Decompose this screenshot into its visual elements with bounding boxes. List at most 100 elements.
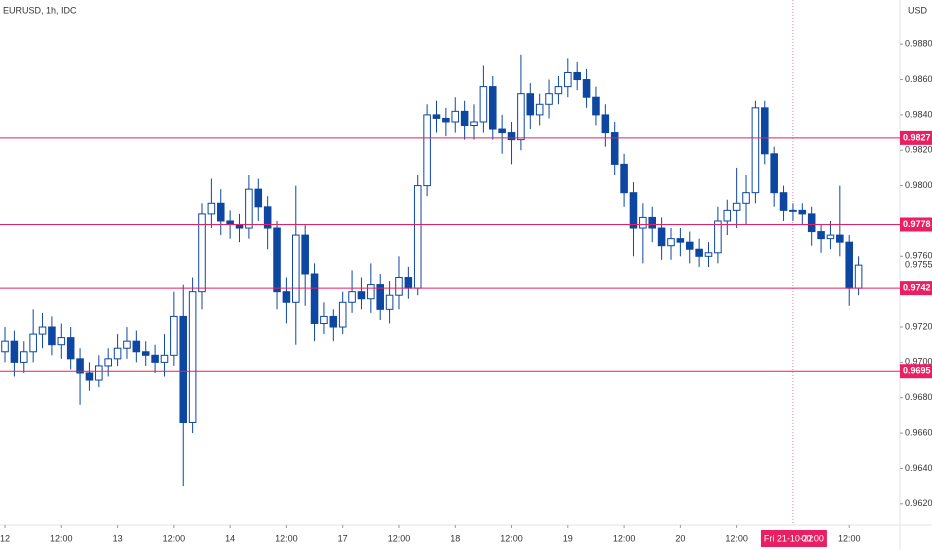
- currency-label: USD: [908, 5, 928, 15]
- candle-body: [85, 372, 94, 381]
- candle-body: [151, 354, 159, 363]
- x-tick-label: 12:00: [725, 533, 748, 543]
- candle-body: [367, 284, 375, 300]
- candle-body: [263, 206, 272, 229]
- candle-body: [320, 315, 328, 324]
- candle-body: [488, 86, 497, 130]
- candle-body: [761, 107, 769, 155]
- candle-body: [235, 223, 244, 229]
- candle-body: [676, 238, 685, 243]
- candle-body: [601, 114, 610, 134]
- x-tick-label: 12:00: [613, 533, 636, 543]
- candle-body: [723, 209, 732, 222]
- candle-body: [48, 326, 56, 346]
- x-tick-label: 19: [563, 533, 573, 543]
- candle-body: [751, 107, 760, 194]
- y-tick-label: 0.9620: [905, 498, 932, 508]
- candle-body: [629, 192, 638, 229]
- level-label: 0.9778: [903, 219, 931, 229]
- candle-body: [798, 209, 807, 215]
- candle-body: [423, 114, 431, 187]
- candle-body: [301, 234, 309, 275]
- candle-body: [714, 220, 722, 254]
- candle-body: [498, 128, 506, 134]
- candle-body: [573, 71, 581, 81]
- candle-body: [338, 301, 347, 328]
- candle-body: [141, 351, 150, 356]
- candle-body: [460, 110, 469, 127]
- y-tick-label: 0.9640: [905, 463, 932, 473]
- y-tick-label: 0.9880: [905, 39, 932, 49]
- candle-body: [620, 163, 628, 194]
- candle-body: [742, 192, 750, 204]
- candle-body: [170, 315, 178, 356]
- candle-body: [160, 354, 169, 363]
- candle-body: [376, 284, 384, 310]
- x-tick-label: 14: [225, 533, 235, 543]
- x-tick-label: 17: [338, 533, 348, 543]
- x-tick-label: 12:00: [275, 533, 298, 543]
- candle-body: [245, 188, 253, 229]
- x-tick-label: 12:00: [388, 533, 411, 543]
- candle-body: [292, 234, 300, 303]
- candle-body: [564, 71, 572, 88]
- x-tick-label: 12:00: [500, 533, 523, 543]
- candle-body: [10, 340, 19, 363]
- y-tick-label: 0.9700: [905, 357, 932, 367]
- candle-body: [479, 86, 488, 123]
- x-tick-label: 12: [0, 533, 10, 543]
- candle-body: [657, 227, 666, 247]
- candle-body: [442, 117, 450, 123]
- candle-body: [57, 337, 66, 346]
- level-label: 0.9827: [903, 132, 931, 142]
- chart-title: EURUSD, 1h, IDC: [3, 5, 77, 15]
- candle-body: [404, 277, 413, 289]
- candle-body: [451, 110, 460, 123]
- candle-body: [854, 264, 863, 289]
- candle-body: [592, 96, 600, 116]
- candle-body: [29, 333, 37, 353]
- y-tick-label: 0.9820: [905, 145, 932, 155]
- y-tick-label: 0.9800: [905, 180, 932, 190]
- candle-body: [38, 326, 47, 335]
- candle-body: [732, 202, 741, 211]
- x-tick-label: 20: [675, 533, 685, 543]
- x-tick-label: 13: [113, 533, 123, 543]
- candle-body: [310, 273, 319, 324]
- candle-body: [1, 340, 9, 353]
- x-tick-label: 12:00: [50, 533, 73, 543]
- candle-body: [826, 234, 835, 240]
- candle-body: [535, 103, 544, 116]
- y-tick-label: 0.9760: [905, 251, 932, 261]
- candle-body: [329, 315, 338, 328]
- crosshair-time: 00:00: [801, 533, 824, 543]
- candle-body: [517, 93, 525, 141]
- level-badge: [900, 281, 932, 296]
- level-label: 0.9695: [903, 366, 931, 376]
- candle-body: [836, 234, 844, 243]
- candle-body: [817, 231, 825, 240]
- y-tick-label: 0.9720: [905, 321, 932, 331]
- candle-body: [123, 340, 131, 349]
- candle-body: [526, 93, 535, 116]
- candle-body: [132, 340, 141, 353]
- candle-body: [807, 213, 816, 233]
- candle-body: [507, 132, 516, 141]
- level-label: 0.9742: [903, 283, 931, 293]
- candle-body: [789, 209, 797, 212]
- candle-body: [667, 238, 675, 247]
- candle-body: [685, 241, 694, 250]
- candle-body: [770, 153, 778, 194]
- candle-body: [648, 216, 657, 229]
- candle-body: [639, 216, 647, 229]
- candle-body: [282, 291, 291, 303]
- candle-body: [845, 241, 853, 289]
- candle-body: [470, 121, 478, 127]
- level-badge: [900, 364, 932, 379]
- candle-body: [545, 93, 553, 105]
- candle-body: [413, 185, 422, 289]
- x-tick-label: 18: [450, 533, 460, 543]
- candle-body: [357, 291, 366, 300]
